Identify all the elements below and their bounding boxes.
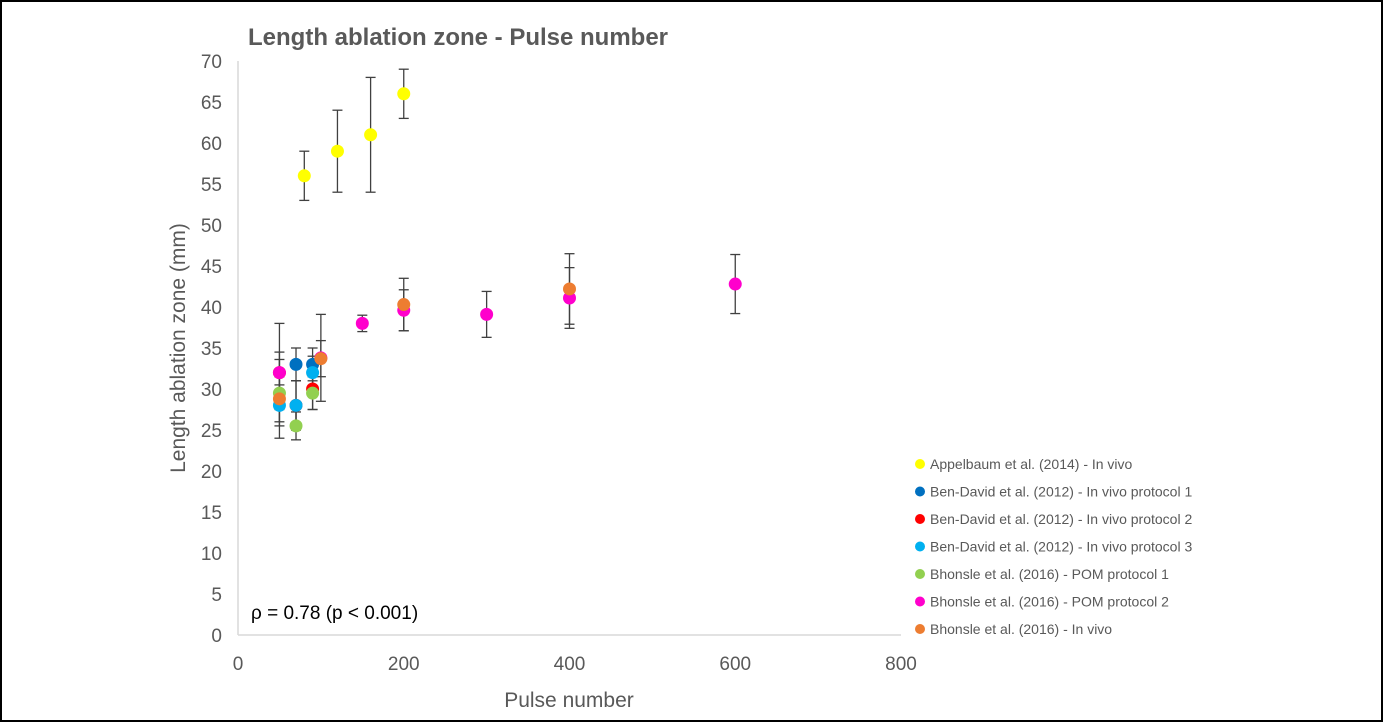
y-tick-label: 55 <box>201 175 222 196</box>
y-tick-label: 65 <box>201 93 222 114</box>
legend-marker <box>915 596 925 607</box>
legend-label: Ben-David et al. (2012) - In vivo protoc… <box>930 511 1192 527</box>
data-point <box>306 386 320 400</box>
legend-marker <box>915 486 925 497</box>
data-point <box>563 282 576 296</box>
legend-label: Bhonsle et al. (2016) - POM protocol 1 <box>930 566 1169 582</box>
error-bars <box>274 68 741 441</box>
data-point <box>563 291 576 305</box>
legend-marker <box>915 514 925 524</box>
data-point <box>306 366 320 380</box>
x-tick-label: 600 <box>719 654 751 675</box>
data-point <box>289 398 303 412</box>
data-point <box>397 87 411 101</box>
legend-marker <box>915 541 925 552</box>
y-tick-label: 60 <box>201 134 222 155</box>
legend-label: Ben-David et al. (2012) - In vivo protoc… <box>930 484 1192 500</box>
data-point <box>289 419 303 433</box>
y-tick-label: 45 <box>201 257 222 278</box>
y-tick-label: 50 <box>201 216 222 237</box>
data-point <box>272 366 286 380</box>
data-points <box>272 87 742 433</box>
y-tick-label: 0 <box>211 626 222 647</box>
x-tick-label: 400 <box>554 654 586 675</box>
legend-marker <box>915 569 925 579</box>
y-tick-label: 5 <box>211 585 222 606</box>
correlation-annotation: ρ = 0.78 (p < 0.001) <box>251 603 418 624</box>
y-tick-label: 25 <box>201 421 222 442</box>
y-tick-label: 10 <box>201 544 222 565</box>
legend-label: Bhonsle et al. (2016) - POM protocol 2 <box>930 594 1169 610</box>
data-point <box>314 352 328 366</box>
legend-label: Bhonsle et al. (2016) - In vivo <box>930 621 1112 637</box>
x-axis-label: Pulse number <box>504 689 634 712</box>
legend-marker <box>915 624 925 634</box>
data-point <box>355 316 369 330</box>
y-tick-label: 15 <box>201 503 222 524</box>
x-tick-label: 800 <box>885 654 917 675</box>
x-tick-label: 200 <box>388 654 420 675</box>
data-point <box>480 307 494 321</box>
y-axis-label: Length ablation zone (mm) <box>167 223 190 473</box>
y-tick-label: 30 <box>201 380 222 401</box>
y-tick-label: 70 <box>201 52 222 73</box>
x-tick-label: 0 <box>233 654 244 675</box>
y-tick-labels: 0 5 10 15 20 25 30 35 40 45 50 55 60 65 70 <box>201 52 222 647</box>
data-point <box>364 128 378 142</box>
data-point <box>330 144 344 158</box>
data-point <box>297 169 311 183</box>
legend: Appelbaum et al. (2014) - In vivo Ben-Dav… <box>915 456 1192 637</box>
chart-title: Length ablation zone - Pulse number <box>248 24 668 51</box>
legend-label: Ben-David et al. (2012) - In vivo protoc… <box>930 539 1192 555</box>
legend-marker <box>915 459 925 469</box>
legend-label: Appelbaum et al. (2014) - In vivo <box>930 456 1133 472</box>
data-point <box>272 392 286 406</box>
y-tick-label: 35 <box>201 339 222 360</box>
y-tick-label: 20 <box>201 462 222 483</box>
data-point <box>397 298 411 312</box>
data-point <box>289 357 303 371</box>
data-point <box>728 277 742 291</box>
x-tick-labels: 0 200 400 600 800 <box>233 654 917 675</box>
y-tick-label: 40 <box>201 298 222 319</box>
